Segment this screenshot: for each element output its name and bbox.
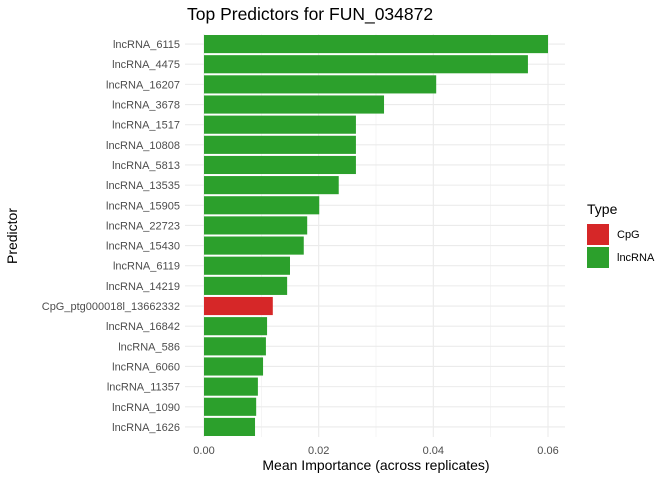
x-tick-label: 0.02 [308, 445, 329, 457]
y-axis-label: Predictor [4, 208, 20, 264]
y-tick-label: lncRNA_586 [118, 341, 180, 353]
legend-key-CpG [587, 224, 609, 245]
y-tick-label: lncRNA_13535 [106, 180, 180, 192]
bar-lncRNA_6119 [204, 256, 290, 275]
y-tick-label: lncRNA_6115 [113, 39, 180, 51]
bar-lncRNA_16842 [204, 317, 268, 336]
y-tick-label: lncRNA_1626 [112, 422, 180, 434]
y-tick-label: lncRNA_5813 [112, 160, 180, 172]
y-tick-label: lncRNA_16207 [106, 79, 180, 91]
legend-label: CpG [617, 229, 640, 241]
y-tick-label: lncRNA_14219 [106, 281, 180, 293]
y-tick-label: lncRNA_10808 [106, 140, 180, 152]
bar-lncRNA_4475 [204, 55, 528, 74]
bar-lncRNA_10808 [204, 135, 356, 154]
y-tick-label: lncRNA_11357 [107, 382, 180, 394]
y-tick-label: lncRNA_1517 [112, 120, 180, 132]
bar-lncRNA_6060 [204, 357, 264, 376]
x-axis-label: Mean Importance (across replicates) [262, 457, 489, 473]
bar-lncRNA_14219 [204, 276, 288, 295]
x-tick-label: 0.00 [193, 445, 214, 457]
y-tick-label: CpG_ptg000018l_13662332 [42, 301, 180, 313]
bar-lncRNA_1517 [204, 115, 356, 134]
y-tick-label: lncRNA_6060 [112, 361, 180, 373]
y-tick-label: lncRNA_15905 [106, 200, 180, 212]
y-tick-label: lncRNA_1090 [112, 402, 180, 414]
y-tick-label: lncRNA_3678 [112, 100, 180, 112]
bar-lncRNA_3678 [204, 95, 385, 114]
legend-title: Type [587, 201, 618, 217]
bar-CpG_ptg000018l_13662332 [204, 296, 273, 316]
legend-label: lncRNA [617, 252, 655, 264]
x-tick-label: 0.06 [537, 445, 558, 457]
y-tick-label: lncRNA_22723 [106, 220, 180, 232]
bar-lncRNA_586 [204, 337, 266, 356]
bar-lncRNA_15905 [204, 196, 320, 215]
bar-lncRNA_16207 [204, 75, 437, 94]
bar-lncRNA_15430 [204, 236, 304, 255]
x-tick-label: 0.04 [423, 445, 444, 457]
bar-lncRNA_5813 [204, 155, 356, 175]
y-tick-label: lncRNA_6119 [113, 261, 180, 273]
bar-lncRNA_1090 [204, 397, 257, 416]
y-tick-label: lncRNA_16842 [106, 321, 180, 333]
bar-lncRNA_11357 [204, 377, 258, 396]
legend-key-lncRNA [587, 247, 609, 268]
bar-lncRNA_6115 [204, 35, 548, 54]
y-tick-label: lncRNA_4475 [112, 59, 180, 71]
chart-title: Top Predictors for FUN_034872 [187, 4, 433, 25]
bar-lncRNA_1626 [204, 417, 256, 436]
y-tick-label: lncRNA_15430 [106, 241, 180, 253]
bar-lncRNA_22723 [204, 216, 308, 235]
bar-lncRNA_13535 [204, 176, 339, 195]
